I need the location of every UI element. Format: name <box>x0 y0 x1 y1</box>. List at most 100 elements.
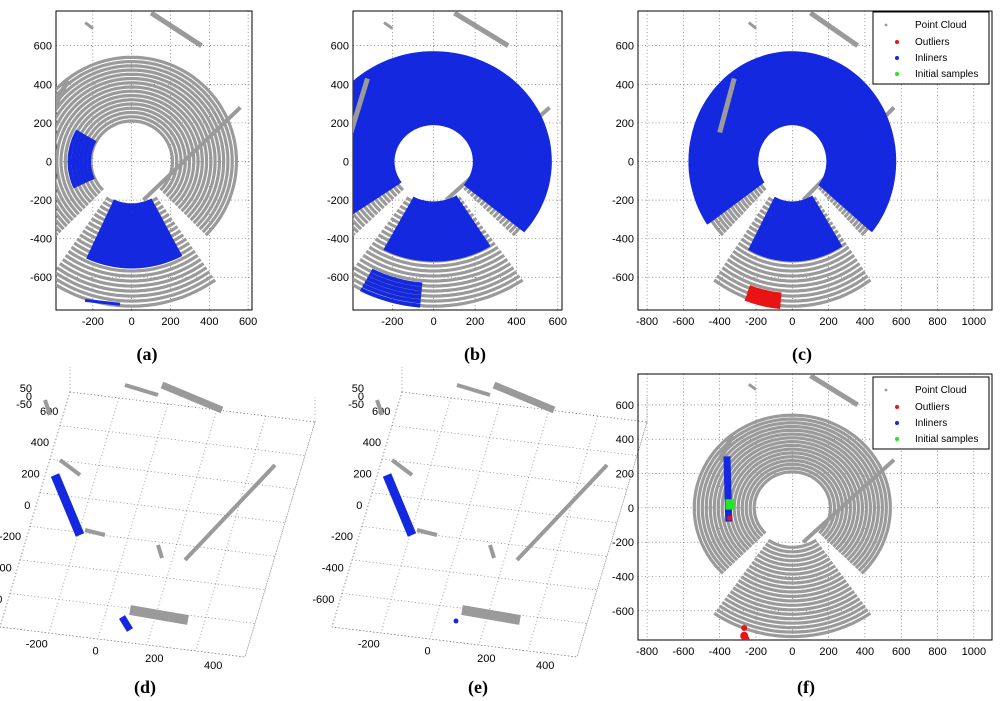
inlier-arc <box>748 242 843 262</box>
point-cloud-arc <box>61 258 202 283</box>
point-cloud-ring <box>696 417 888 572</box>
inlier-arc <box>404 206 467 220</box>
inlier-arc <box>366 276 422 295</box>
inlier-arc <box>353 60 542 227</box>
point-cloud-wall <box>801 458 896 544</box>
panel-c: -800 -600 -400 -200 0 200 400 600 800 1000 -600 -40… <box>612 10 993 328</box>
inlier-arc <box>387 118 480 190</box>
inlier-arc <box>382 113 485 193</box>
points-a <box>56 11 242 308</box>
inlier-arc <box>360 92 508 206</box>
inlier-arc <box>751 234 839 254</box>
point-cloud-segment <box>456 383 491 397</box>
point-cloud-ring <box>56 68 226 228</box>
outlier-arc <box>747 290 782 301</box>
inlier-arc <box>94 235 174 250</box>
initial-samples-block <box>725 499 735 510</box>
inlier-arc <box>83 137 94 182</box>
inlier-arc <box>362 283 421 304</box>
inlier-line <box>723 456 733 522</box>
point-cloud-arc <box>729 253 856 278</box>
caption-f: (f) <box>797 677 815 698</box>
point-cloud-arc <box>713 278 872 308</box>
inlier-arc <box>353 51 552 233</box>
inlier-arc <box>385 116 483 191</box>
inlier-arc <box>407 202 464 215</box>
ytick-d-3: 0 <box>24 500 30 512</box>
ztick-d-0: 50 <box>20 383 32 395</box>
inlier-arc <box>763 213 826 228</box>
ytick-e-2: 200 <box>353 468 371 480</box>
inlier-arc <box>100 222 167 237</box>
outlier-arc <box>744 297 781 309</box>
point-cloud-arc <box>715 274 869 303</box>
ytick-e-5: -400 <box>322 562 344 574</box>
panel-a: -200 0 200 400 600 -600 -400 -200 0 200 400 600 <box>30 10 257 328</box>
xtick-b-3: 400 <box>507 316 525 328</box>
ytick-d-2: 200 <box>21 468 39 480</box>
point-cloud-arc <box>729 590 856 612</box>
xtick-e-0: -200 <box>358 639 380 651</box>
inlier-arc <box>79 135 90 184</box>
ytick-c-5: 400 <box>616 79 634 91</box>
xtick-b-4: 600 <box>549 316 567 328</box>
inlier-arc <box>383 242 491 262</box>
legend-c-initial-samples: Initial samples <box>915 69 978 80</box>
inlier-arc <box>84 298 121 306</box>
xtick-c-7: 600 <box>892 316 910 328</box>
ytick-d-6: -600 <box>0 594 2 606</box>
xtick-f-0: -800 <box>636 646 658 658</box>
ytick-b-4: 200 <box>331 118 349 130</box>
legend-c-point-cloud: Point Cloud <box>915 20 967 31</box>
inlier-arc <box>353 72 530 219</box>
point-cloud-segment <box>488 544 496 559</box>
inlier-arc <box>766 206 822 220</box>
ytick-d-1: 400 <box>31 437 49 449</box>
xtick-c-9: 1000 <box>962 316 986 328</box>
ytick-e-4: -200 <box>331 531 353 543</box>
inlier-arc <box>98 227 169 241</box>
inlier-arc <box>370 268 423 287</box>
legend-f-point-cloud: Point Cloud <box>915 385 967 396</box>
ytick-b-0: -600 <box>327 272 349 284</box>
ytick-a-4: 200 <box>34 118 52 130</box>
ytick-d-5: -400 <box>0 562 12 574</box>
inlier-arc <box>400 213 472 228</box>
inlier-arc <box>409 198 462 211</box>
points-f <box>692 374 896 640</box>
inlier-arc <box>355 88 513 209</box>
point-cloud-wall <box>56 79 70 109</box>
inlier-arc <box>749 238 841 258</box>
inlier-arc <box>370 102 498 200</box>
grid-plane-e <box>331 391 648 658</box>
xtick-c-0: -800 <box>636 316 658 328</box>
xtick-d-2: 200 <box>145 653 163 665</box>
point-cloud-segment <box>124 383 159 397</box>
ztick-e-1: 0 <box>358 391 364 403</box>
inlier-arc <box>87 139 97 181</box>
xtick-e-3: 400 <box>536 660 554 672</box>
inlier-arc <box>394 224 479 241</box>
point-cloud-ring <box>56 72 222 225</box>
outlier-point <box>727 515 733 521</box>
point-cloud-arc <box>762 546 823 558</box>
inlier-arc <box>364 279 422 300</box>
inlier-arc <box>107 206 159 218</box>
inlier-arc <box>688 51 897 233</box>
inlier-arc <box>389 231 484 249</box>
point-cloud-arc <box>67 249 196 273</box>
inlier-arc <box>385 238 489 258</box>
plot-frame-c <box>637 10 993 311</box>
point-cloud-arc <box>764 542 820 554</box>
grid-plane-d <box>0 391 316 658</box>
inlier-arc <box>96 231 172 246</box>
caption-a: (a) <box>137 344 158 365</box>
inlier-arc <box>88 247 181 264</box>
xtick-a-4: 600 <box>239 316 257 328</box>
inlier-arc <box>770 198 817 211</box>
ytick-e-3: 0 <box>356 500 362 512</box>
point-cloud-segment <box>58 458 82 477</box>
point-cloud-wall <box>809 374 859 408</box>
